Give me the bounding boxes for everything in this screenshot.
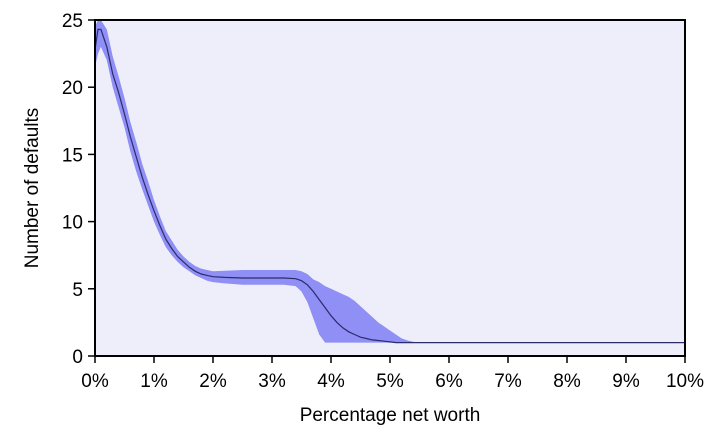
y-tick-label: 25 — [62, 11, 83, 32]
x-tick-label: 2% — [199, 371, 227, 392]
x-tick-label: 3% — [258, 371, 286, 392]
x-tick-label: 9% — [612, 371, 640, 392]
x-tick-label: 0% — [81, 371, 109, 392]
x-axis-title: Percentage net worth — [300, 405, 481, 426]
plot-background — [95, 20, 685, 356]
x-tick-label: 1% — [140, 371, 168, 392]
y-tick-label: 15 — [62, 145, 83, 166]
y-tick-label: 10 — [62, 213, 83, 234]
x-tick-label: 4% — [317, 371, 345, 392]
mean-line — [94, 28, 685, 344]
y-tick-label: 5 — [72, 280, 83, 301]
x-tick-label: 10% — [666, 371, 704, 392]
x-tick-label: 6% — [435, 371, 463, 392]
y-tick-label: 20 — [62, 78, 83, 99]
x-tick-label: 5% — [376, 371, 404, 392]
x-tick-label: 7% — [494, 371, 522, 392]
y-axis-title: Number of defaults — [22, 108, 43, 269]
x-tick-label: 8% — [553, 371, 581, 392]
y-tick-label: 0 — [72, 347, 83, 368]
